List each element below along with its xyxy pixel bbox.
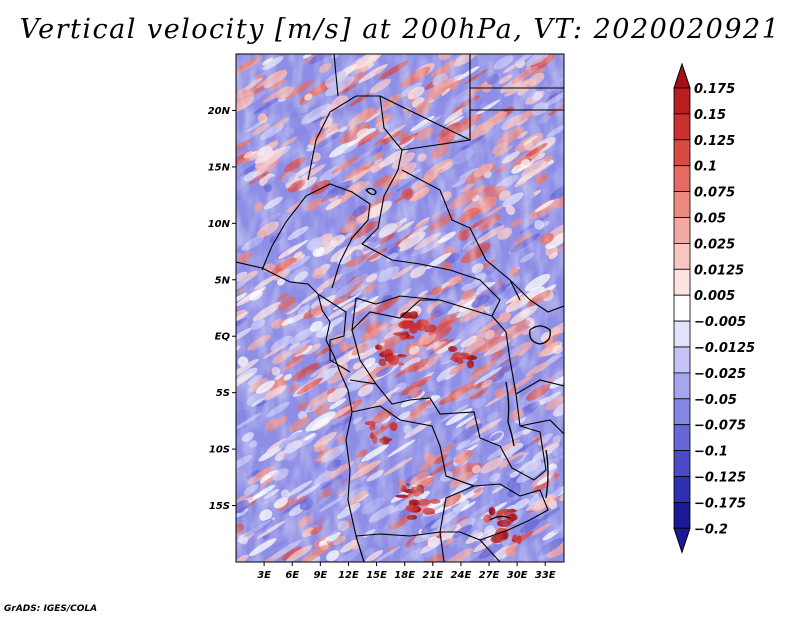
lon-tick-label: 18E bbox=[394, 570, 415, 581]
border-namibia-botswana bbox=[355, 531, 501, 562]
colorbar-segment bbox=[673, 191, 691, 218]
colorbar-top-arrow bbox=[673, 62, 691, 89]
lon-tick-label: 12E bbox=[338, 570, 359, 581]
lon-tick-label: 27E bbox=[479, 570, 500, 581]
lake-chad bbox=[365, 187, 377, 196]
colorbar-label: 0.175 bbox=[694, 82, 735, 97]
border-congo-gabon bbox=[317, 293, 377, 385]
colorbar-label: −0.125 bbox=[694, 471, 746, 486]
country-borders bbox=[236, 54, 564, 562]
colorbar-segment bbox=[673, 501, 691, 529]
map-panel: 20N 15N 10N 5N EQ 5S 10S 15S 3E 6E 9E 12E 15E 18E 21E… bbox=[208, 53, 565, 581]
colorbar-label: −0.005 bbox=[694, 315, 746, 330]
colorbar-segment bbox=[673, 320, 691, 348]
grads-credit: GrADS: IGES/COLA bbox=[4, 604, 98, 614]
lat-tick-label: 20N bbox=[208, 106, 231, 117]
colorbar-segment bbox=[673, 424, 691, 452]
border-nigeria-cameroon bbox=[261, 183, 371, 289]
lon-tick-label: 6E bbox=[285, 570, 299, 581]
longitude-axis: 3E 6E 9E 12E 15E 18E 21E 24E 27E 30E 33E bbox=[257, 562, 556, 581]
border-drc bbox=[349, 297, 547, 481]
colorbar-label: −0.05 bbox=[694, 393, 737, 408]
colorbar-label: 0.15 bbox=[694, 108, 726, 123]
lat-tick-label: 15S bbox=[209, 501, 230, 512]
colorbar-segment bbox=[673, 139, 691, 167]
colorbar-segment bbox=[673, 242, 691, 270]
border-chad bbox=[307, 95, 403, 245]
lon-tick-label: 33E bbox=[535, 570, 556, 581]
map-frame bbox=[235, 53, 565, 563]
lat-tick-label: 15N bbox=[208, 162, 231, 173]
colorbar-segment bbox=[673, 476, 691, 503]
lon-tick-label: 21E bbox=[422, 570, 443, 581]
lon-tick-label: 30E bbox=[507, 570, 528, 581]
colorbar-segment bbox=[673, 217, 691, 244]
lat-tick-label: 10N bbox=[208, 219, 231, 230]
colorbar-bottom-arrow bbox=[673, 527, 691, 554]
colorbar-segment bbox=[673, 268, 691, 296]
chart-title: Vertical velocity [m/s] at 200hPa, VT: 2… bbox=[19, 14, 781, 45]
colorbar-segment bbox=[673, 87, 691, 115]
colorbar-segment bbox=[673, 294, 691, 322]
colorbar-label: −0.025 bbox=[694, 367, 746, 382]
lake-tanganyika bbox=[505, 381, 515, 447]
colorbar-label: −0.2 bbox=[694, 522, 728, 537]
lon-tick-label: 24E bbox=[451, 570, 472, 581]
colorbar-label: 0.0125 bbox=[694, 263, 744, 278]
colorbar-label: −0.075 bbox=[694, 419, 746, 434]
lakes bbox=[365, 187, 551, 521]
colorbar-segment bbox=[673, 398, 691, 426]
lon-tick-label: 9E bbox=[313, 570, 327, 581]
border-car bbox=[355, 243, 501, 317]
coastline-west-africa bbox=[236, 261, 365, 562]
lat-tick-label: EQ bbox=[215, 332, 231, 343]
colorbar-label: 0.125 bbox=[694, 134, 735, 149]
colorbar-label: 0.05 bbox=[694, 212, 726, 227]
latitude-axis: 20N 15N 10N 5N EQ 5S 10S 15S bbox=[208, 106, 236, 512]
colorbar-segment bbox=[673, 346, 691, 374]
colorbar-label: 0.005 bbox=[694, 289, 735, 304]
lake-malawi bbox=[545, 449, 549, 499]
lat-tick-label: 5S bbox=[216, 388, 230, 399]
lake-kariba bbox=[489, 515, 511, 521]
colorbar-segment bbox=[673, 113, 691, 141]
colorbar-label: 0.025 bbox=[694, 237, 735, 252]
lake-victoria bbox=[529, 325, 551, 345]
velocity-field bbox=[236, 54, 564, 562]
lon-tick-label: 15E bbox=[366, 570, 387, 581]
colorbar-label: −0.0125 bbox=[694, 341, 755, 356]
colorbar-label: −0.1 bbox=[694, 445, 728, 460]
colorbar-segment bbox=[673, 372, 691, 400]
lon-tick-label: 3E bbox=[257, 570, 271, 581]
colorbar: 0.175 0.15 0.125 0.1 0.075 0.05 0.025 0.0125 0.0… bbox=[673, 62, 755, 554]
colorbar-label: −0.175 bbox=[694, 496, 746, 511]
colorbar-segment bbox=[673, 450, 691, 477]
border-east-africa bbox=[509, 279, 564, 435]
colorbar-segment bbox=[673, 165, 691, 192]
colorbar-label: 0.075 bbox=[694, 186, 735, 201]
lat-tick-label: 10S bbox=[209, 445, 230, 456]
border-zambia bbox=[440, 475, 549, 541]
lat-tick-label: 5N bbox=[215, 275, 231, 286]
colorbar-label: 0.1 bbox=[694, 160, 717, 175]
